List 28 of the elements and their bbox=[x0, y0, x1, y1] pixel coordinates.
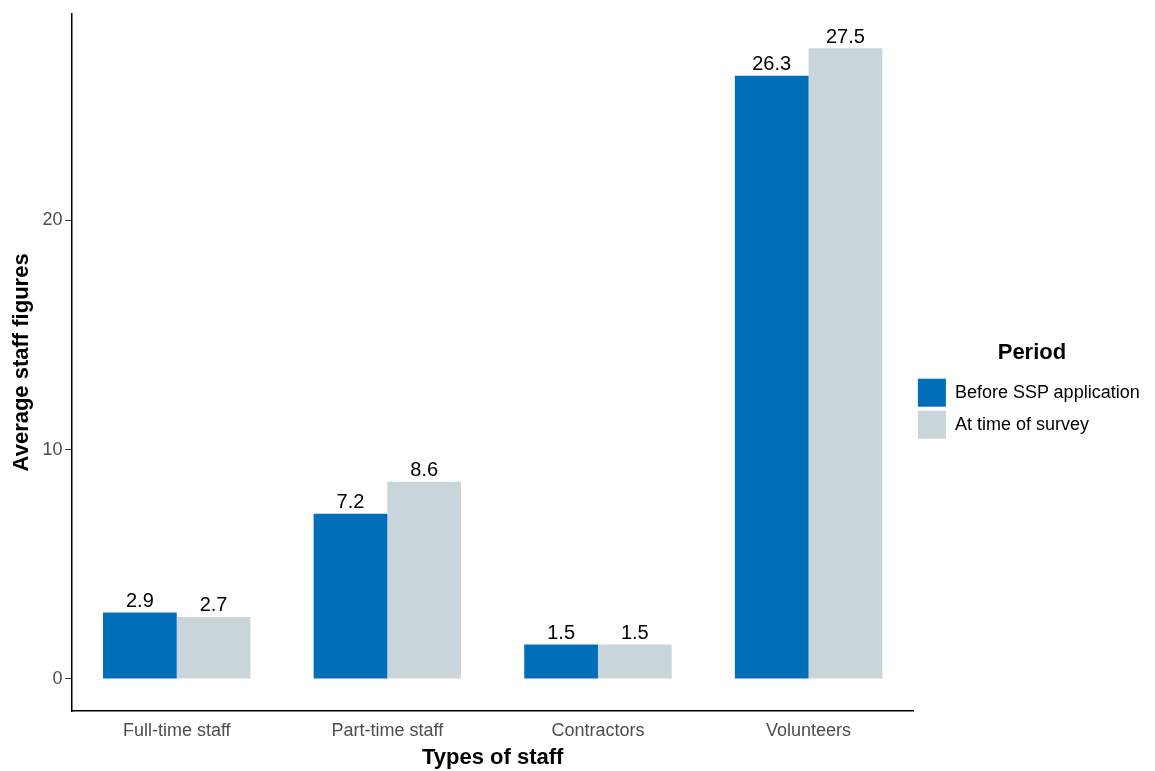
legend-label: Before SSP application bbox=[954, 381, 1140, 402]
bar bbox=[387, 481, 462, 679]
y-axis-title: Average staff figures bbox=[8, 253, 34, 472]
y-tick-label: 10 bbox=[42, 438, 63, 459]
bar bbox=[103, 612, 177, 679]
bar bbox=[176, 616, 251, 679]
y-tick-label: 0 bbox=[52, 667, 63, 688]
data-label: 2.7 bbox=[199, 593, 228, 616]
data-label: 1.5 bbox=[547, 621, 576, 644]
data-label: 1.5 bbox=[620, 621, 649, 644]
x-tick-label: Part-time staff bbox=[331, 719, 445, 740]
legend-title: Period bbox=[997, 339, 1067, 365]
x-tick-label: Contractors bbox=[551, 719, 645, 740]
bar bbox=[734, 75, 809, 679]
bar bbox=[313, 513, 388, 679]
data-label: 8.6 bbox=[410, 458, 439, 481]
data-label: 27.5 bbox=[825, 24, 865, 47]
x-axis-title: Types of staff bbox=[421, 743, 565, 769]
y-tick-label: 20 bbox=[42, 209, 63, 230]
bar bbox=[808, 48, 883, 679]
data-label: 2.9 bbox=[125, 588, 154, 611]
x-tick-label: Volunteers bbox=[766, 719, 852, 740]
legend-label: At time of survey bbox=[954, 413, 1089, 434]
data-label: 26.3 bbox=[752, 52, 792, 75]
data-label: 7.2 bbox=[336, 490, 365, 513]
x-tick-label: Full-time staff bbox=[122, 719, 232, 740]
bar bbox=[524, 644, 598, 679]
bar bbox=[597, 644, 672, 679]
